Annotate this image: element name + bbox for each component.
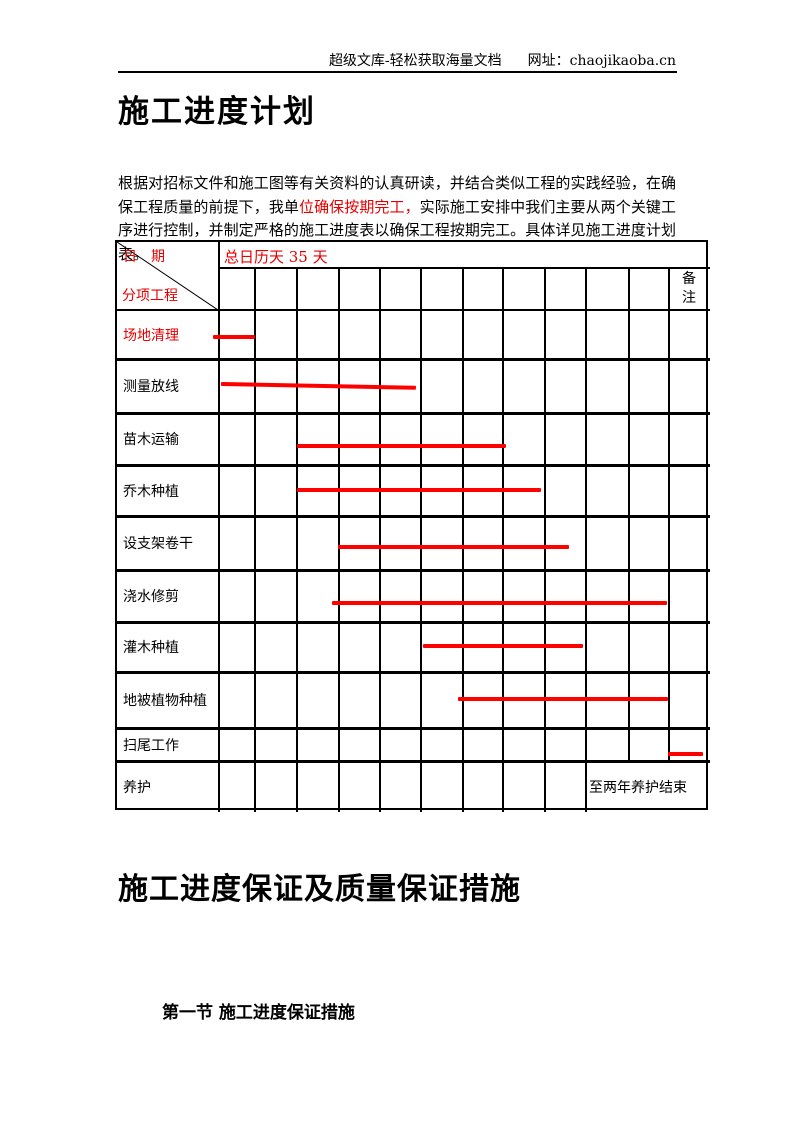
gantt-bar — [297, 488, 541, 492]
grid-line-h — [117, 726, 710, 730]
intro-paragraph: 根据对招标文件和施工图等有关资料的认真研读，并结合类似工程的实践经验，在确保工程… — [118, 172, 676, 266]
grid-line-v — [218, 242, 220, 812]
grid-line-v — [254, 268, 256, 812]
corner-diagonal-line — [117, 242, 218, 310]
gantt-bar — [297, 444, 506, 448]
grid-line-h — [218, 267, 710, 269]
url-label: 网址： — [527, 53, 570, 69]
gantt-bar — [668, 752, 703, 756]
intro-text-1: 根据对招标文件和施工图等有关资料的认真研读，并结合类似工程的实践经验，在确保工程… — [118, 174, 676, 216]
grid-line-h — [117, 309, 710, 311]
grid-line-v — [544, 268, 546, 812]
section-title: 施工进度保证及质量保证措施 — [118, 872, 521, 907]
subsection-title: 第一节 施工进度保证措施 — [162, 1003, 355, 1023]
remark-header-text: 备注 — [682, 271, 696, 306]
page-title: 施工进度计划 — [118, 94, 316, 130]
grid-line-v — [502, 268, 504, 812]
grid-line-h — [117, 568, 710, 572]
grid-line-v — [420, 268, 422, 812]
gantt-bar — [220, 382, 417, 390]
grid-line-h — [117, 411, 710, 415]
gantt-row-label: 养护 — [123, 779, 151, 796]
gantt-bar — [213, 335, 255, 339]
grid-line-h — [117, 357, 710, 361]
intro-text-red: 位确保按期完工， — [299, 197, 420, 216]
gantt-bar — [458, 697, 668, 701]
site-url: chaojikaoba.cn — [569, 53, 676, 69]
gantt-row-label: 场地清理 — [123, 327, 179, 344]
gantt-table: 日 期 分项工程 总日历天 35 天 备注 至两年养护结束 场地清理测量放线苗木… — [115, 240, 710, 812]
gantt-row-label: 灌木种植 — [123, 640, 179, 656]
grid-line-h — [117, 514, 710, 518]
gantt-bar — [338, 545, 569, 549]
grid-line-h — [117, 759, 710, 763]
site-header: 超级文库-轻松获取海量文档 网址：chaojikaoba.cn — [329, 50, 676, 70]
maintenance-note: 至两年养护结束 — [589, 779, 687, 796]
intro-text-2: 实际施工安排中我们主要从两个关键工序进行控制，并制定严格的施工进度表以确保工程按… — [118, 197, 676, 263]
gantt-row-label: 设支架卷干 — [123, 536, 193, 552]
header-divider — [118, 71, 677, 73]
gantt-row-label: 测量放线 — [123, 379, 179, 395]
grid-line-v — [585, 268, 587, 812]
grid-line-v — [462, 268, 464, 812]
corner-label-subprojects: 分项工程 — [122, 288, 178, 304]
grid-line-h — [117, 463, 710, 467]
gantt-row-label: 扫尾工作 — [123, 737, 179, 754]
site-name: 超级文库-轻松获取海量文档 — [328, 53, 502, 69]
gantt-row-label: 乔木种植 — [123, 483, 179, 500]
grid-line-h — [117, 620, 710, 624]
grid-line-v — [296, 268, 298, 812]
gantt-bar — [332, 601, 667, 605]
grid-line-h — [117, 670, 710, 674]
corner-label-date: 日 期 — [123, 249, 165, 265]
duration-header: 总日历天 35 天 — [224, 248, 328, 266]
gantt-row-label: 地被植物种植 — [123, 693, 207, 709]
gantt-bar — [423, 644, 583, 648]
grid-line-v — [338, 268, 340, 812]
gantt-row-label: 浇水修剪 — [123, 589, 179, 605]
grid-line-v — [379, 268, 381, 812]
remark-header: 备注 — [668, 268, 710, 310]
gantt-row-label: 苗木运输 — [123, 432, 179, 448]
